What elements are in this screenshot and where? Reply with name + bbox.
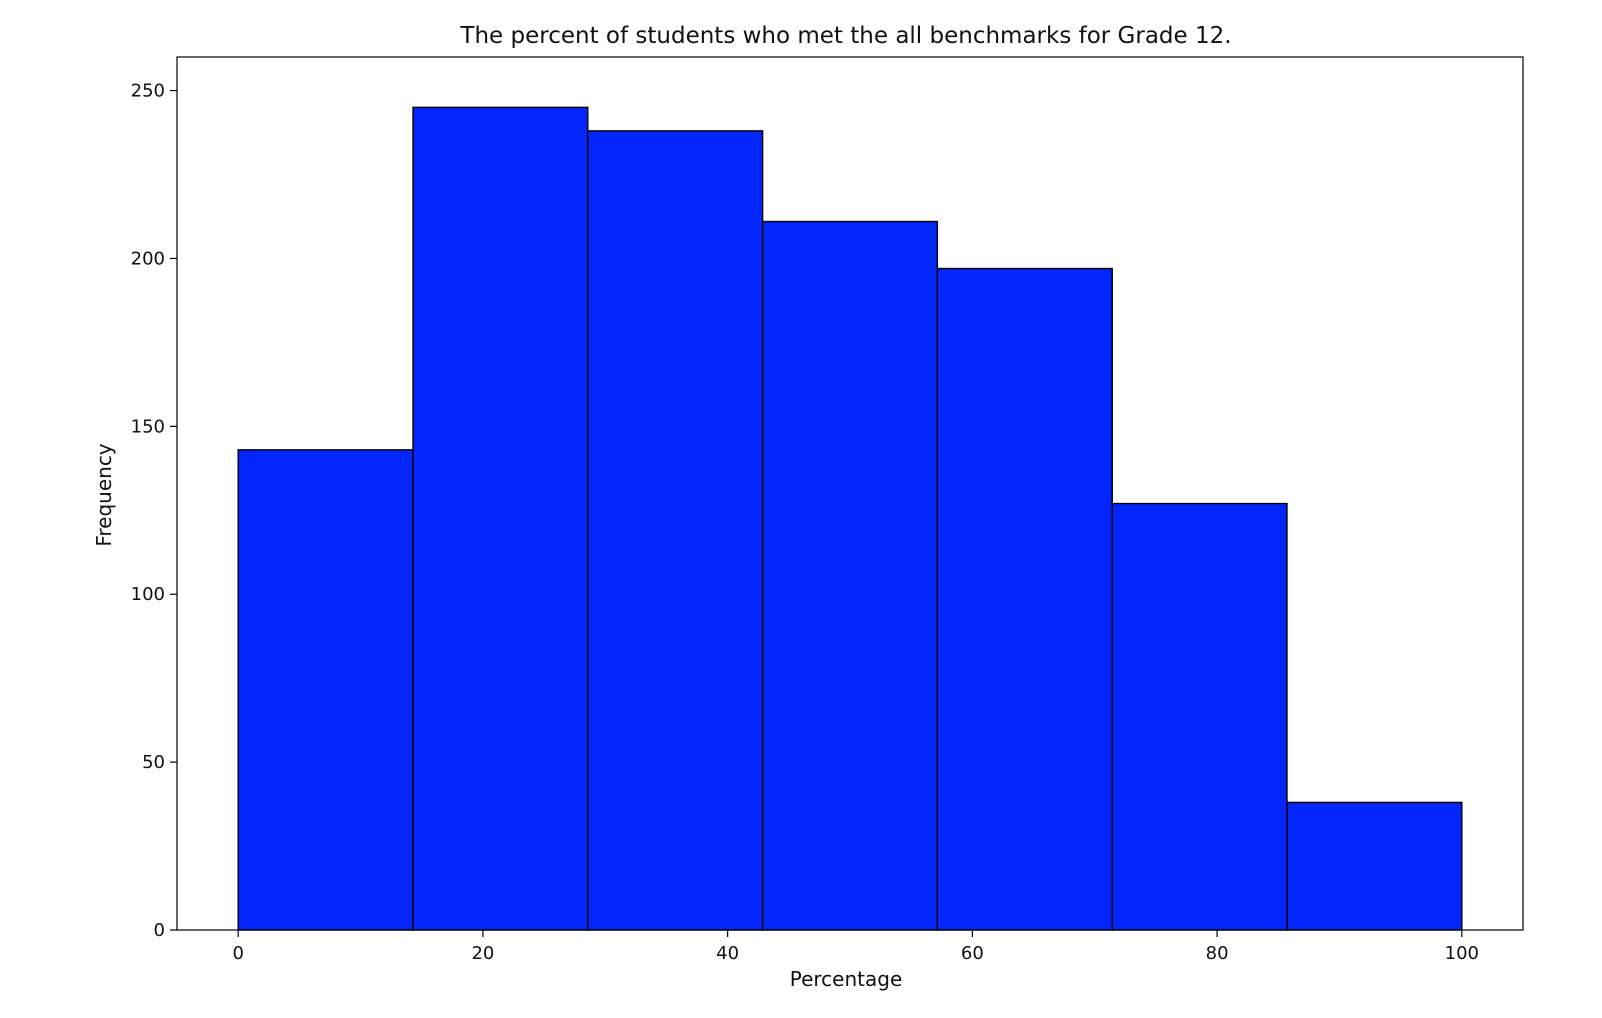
x-tick-label: 0 [232,943,243,964]
y-tick-label: 0 [154,920,165,941]
histogram-bar-3 [587,130,764,931]
x-tick-label: 80 [1206,943,1229,964]
histogram-bar-4 [761,220,939,931]
histogram-bar-6 [1111,502,1288,931]
bars-group [237,106,1463,931]
x-tick-label: 100 [1445,943,1479,964]
y-tick-label: 200 [131,248,165,269]
x-tick-label: 60 [961,943,984,964]
x-tick-label: 40 [716,943,739,964]
y-tick-label: 100 [131,584,165,605]
histogram-bar-7 [1286,801,1463,931]
y-axis: 0 50 100 150 200 250 [131,81,177,941]
x-axis-label: Percentage [790,967,903,991]
histogram-bar-5 [936,267,1113,931]
chart-title: The percent of students who met the all … [459,23,1231,49]
plot-frame [176,56,1524,931]
histogram-bar-2 [412,106,589,931]
histogram-bar-1 [237,449,414,931]
x-tick-label: 20 [471,943,494,964]
y-tick-label: 50 [142,752,165,773]
x-axis: 0 20 40 60 80 100 [232,930,1479,964]
y-axis-label: Frequency [92,443,116,546]
y-tick-label: 250 [131,81,165,102]
y-tick-label: 150 [131,416,165,437]
